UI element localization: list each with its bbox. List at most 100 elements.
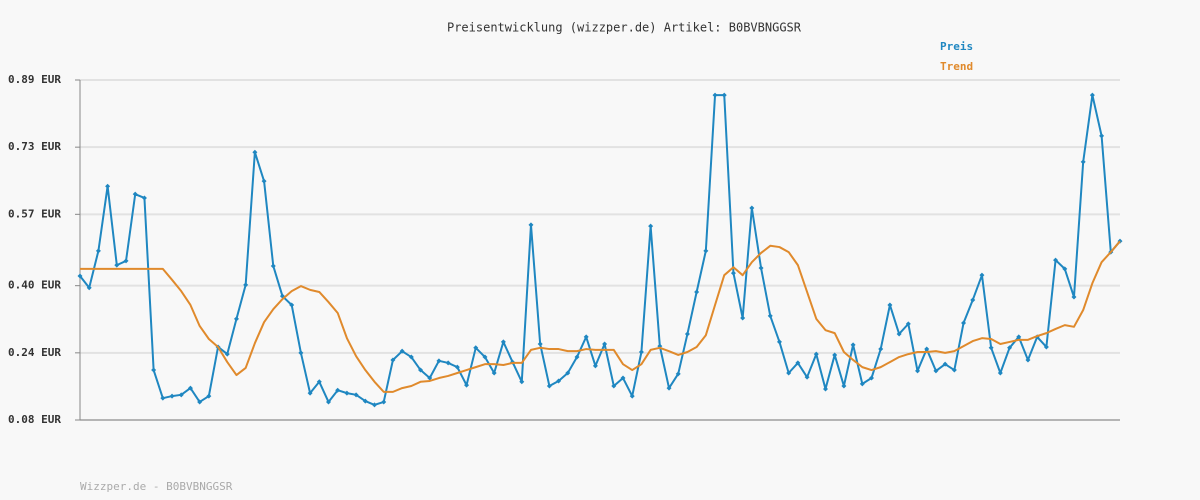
point (850, 342, 856, 348)
point (445, 360, 451, 366)
point (95, 248, 101, 254)
point (758, 265, 764, 271)
y-tick-label: 0.24 EUR (8, 346, 61, 359)
legend-label: Trend (940, 60, 973, 73)
point (86, 285, 92, 291)
y-tick-label: 0.57 EUR (8, 207, 61, 220)
point (1025, 357, 1031, 363)
point (648, 223, 654, 229)
chart-title: Preisentwicklung (wizzper.de) Artikel: B… (447, 21, 802, 35)
point (233, 316, 239, 322)
point (767, 313, 773, 319)
point (786, 370, 792, 376)
point (804, 374, 810, 380)
point (482, 354, 488, 360)
point (390, 357, 396, 363)
point (988, 345, 994, 351)
point (1089, 92, 1095, 98)
point (206, 393, 212, 399)
point (1062, 266, 1068, 272)
point (979, 272, 985, 278)
point (316, 379, 322, 385)
point (997, 370, 1003, 376)
legend-label: Preis (940, 40, 973, 53)
point (335, 387, 341, 393)
point (77, 273, 83, 279)
y-tick-label: 0.89 EUR (8, 73, 61, 86)
point (224, 351, 230, 357)
point (473, 345, 479, 351)
point (629, 393, 635, 399)
point (325, 399, 331, 405)
point (1080, 159, 1086, 165)
point (924, 346, 930, 352)
point (372, 402, 378, 408)
point (252, 149, 258, 155)
footer: Wizzper.de - B0BVBNGGSR (80, 480, 233, 493)
point (105, 183, 111, 189)
point (740, 315, 746, 321)
point (749, 205, 755, 211)
point (869, 375, 875, 381)
point (381, 399, 387, 405)
point (592, 363, 598, 369)
point (730, 270, 736, 276)
point (491, 370, 497, 376)
point (915, 368, 921, 374)
point (114, 262, 120, 268)
point (537, 341, 543, 347)
point (859, 381, 865, 387)
point (243, 282, 249, 288)
point (638, 349, 644, 355)
series-line (79, 94, 1121, 406)
point (556, 378, 562, 384)
point (822, 386, 828, 392)
point (123, 258, 129, 264)
point (298, 350, 304, 356)
point (289, 302, 295, 308)
point (464, 382, 470, 388)
point (813, 351, 819, 357)
point (675, 371, 681, 377)
point (1071, 294, 1077, 300)
point (703, 248, 709, 254)
y-tick-label: 0.08 EUR (8, 413, 61, 426)
y-tick-label: 0.73 EUR (8, 140, 61, 153)
point (970, 297, 976, 303)
point (942, 361, 948, 367)
point (684, 331, 690, 337)
point (832, 352, 838, 358)
point (399, 348, 405, 354)
point (1099, 133, 1105, 139)
point (344, 390, 350, 396)
point (454, 364, 460, 370)
point (427, 375, 433, 381)
point (795, 360, 801, 366)
point (500, 339, 506, 345)
point (666, 385, 672, 391)
point (896, 331, 902, 337)
point (565, 370, 571, 376)
point (1007, 345, 1013, 351)
y-tick-label: 0.40 EUR (8, 279, 61, 292)
point (546, 383, 552, 389)
point (602, 341, 608, 347)
point (1053, 257, 1059, 263)
point (1016, 334, 1022, 340)
point (408, 354, 414, 360)
point (132, 191, 138, 197)
point (307, 390, 313, 396)
point (933, 368, 939, 374)
point (583, 334, 589, 340)
point (905, 321, 911, 327)
point (270, 263, 276, 269)
point (151, 367, 157, 373)
point (187, 385, 193, 391)
point (353, 392, 359, 398)
point (418, 367, 424, 373)
point (611, 383, 617, 389)
point (841, 383, 847, 389)
point (362, 398, 368, 404)
